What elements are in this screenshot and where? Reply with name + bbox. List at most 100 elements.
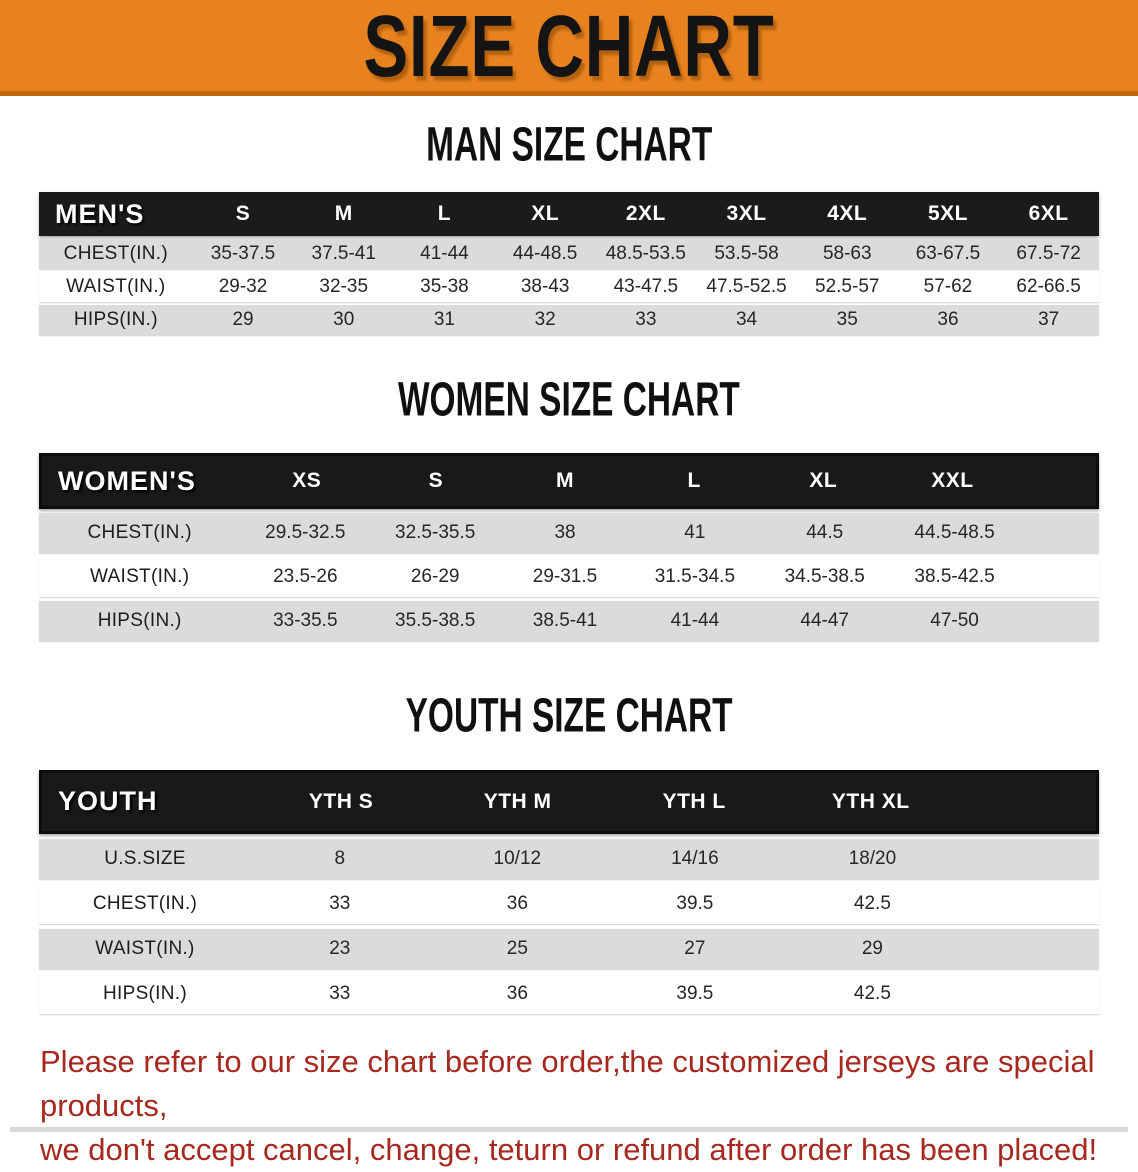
men-row-waist-in: WAIST(IN.) 29-32 32-35 35-38 38-43 43-47.5 47.… (39, 272, 1099, 303)
disclaimer-line-1: Please refer to our size chart before or… (40, 1043, 1095, 1123)
men-header-label: MEN'S (55, 198, 145, 229)
youth-cell-waist-in-yth-xl: 29 (861, 937, 883, 959)
men-cell-chest-in-6xl: 67.5-72 (1016, 243, 1081, 265)
men-row-label-chest-in: CHEST(IN.) (63, 243, 168, 265)
banner-title: SIZE CHART (363, 0, 775, 95)
men-column-header-6xl: 6XL (1028, 202, 1069, 226)
men-cell-hips-in-m: 30 (333, 309, 355, 331)
women-column-header-l: L (687, 469, 701, 493)
men-row-hips-in: HIPS(IN.) 29 30 31 32 33 34 35 36 37 (39, 305, 1099, 336)
men-row-chest-in: CHEST(IN.) 35-37.5 37.5-41 41-44 44-48.5 48.5… (39, 239, 1099, 270)
men-cell-chest-in-3xl: 53.5-58 (714, 243, 779, 265)
men-column-header-3xl: 3XL (726, 202, 767, 226)
women-column-header-s: S (428, 469, 444, 493)
women-row-label-chest-in: CHEST(IN.) (87, 522, 192, 544)
women-column-header-xxl: XXL (931, 469, 974, 493)
youth-row-chest-in: CHEST(IN.) 33 36 39.5 42.5 (39, 883, 1099, 924)
men-cell-hips-in-2xl: 33 (635, 309, 657, 331)
men-cell-waist-in-l: 35-38 (420, 276, 469, 298)
women-column-header-xl: XL (809, 469, 838, 493)
youth-column-header-yth-xl: YTH XL (831, 789, 910, 813)
youth-cell-hips-in-yth-l: 39.5 (676, 982, 714, 1004)
men-cell-hips-in-5xl: 36 (937, 309, 959, 331)
women-section-title: WOMEN SIZE CHART (0, 372, 1138, 427)
women-cell-chest-in-m: 38 (554, 522, 576, 544)
youth-section-title-text: YOUTH SIZE CHART (405, 688, 733, 743)
youth-cell-u-s-size-yth-m: 10/12 (493, 847, 542, 869)
youth-cell-chest-in-yth-xl: 42.5 (853, 892, 891, 914)
men-column-header-m: M (334, 202, 353, 226)
men-cell-waist-in-5xl: 57-62 (923, 276, 973, 298)
men-column-header-2xl: 2XL (625, 202, 666, 226)
women-row-waist-in: WAIST(IN.) 23.5-26 26-29 29-31.5 31.5-34.5 34… (39, 557, 1099, 598)
youth-cell-u-s-size-yth-xl: 18/20 (848, 847, 897, 869)
size-tables: MAN SIZE CHART MEN'S S M L XL 2XL 3XL 4XL 5XL 6XL C… (0, 119, 1138, 1014)
disclaimer-line-2: we don't accept cancel, change, teturn o… (40, 1131, 1098, 1167)
men-cell-hips-in-6xl: 37 (1038, 309, 1060, 331)
youth-cell-hips-in-yth-m: 36 (506, 982, 528, 1004)
women-section-title-text: WOMEN SIZE CHART (398, 372, 740, 427)
women-size-section: WOMEN SIZE CHART WOMEN'S XS S M L XL XXL CHEST(I… (0, 372, 1138, 642)
youth-column-header-yth-m: YTH M (483, 789, 552, 813)
men-cell-waist-in-4xl: 52.5-57 (815, 276, 880, 298)
men-cell-waist-in-s: 29-32 (218, 276, 268, 298)
men-row-label-hips-in: HIPS(IN.) (73, 309, 158, 331)
women-cell-chest-in-xxl: 44.5-48.5 (914, 522, 995, 544)
women-column-header-m: M (556, 469, 575, 493)
youth-cell-hips-in-yth-xl: 42.5 (853, 982, 891, 1004)
women-cell-waist-in-xxl: 38.5-42.5 (914, 566, 995, 588)
women-size-table: WOMEN'S XS S M L XL XXL CHEST(IN.) 29.5-32.5 32.5… (39, 453, 1099, 642)
men-cell-waist-in-2xl: 43-47.5 (613, 276, 679, 298)
youth-cell-chest-in-yth-m: 36 (506, 892, 528, 914)
youth-cell-u-s-size-yth-l: 14/16 (671, 847, 719, 869)
men-row-label-waist-in: WAIST(IN.) (66, 276, 166, 298)
men-column-header-s: S (235, 202, 251, 226)
youth-section-title: YOUTH SIZE CHART (0, 688, 1138, 743)
men-cell-chest-in-4xl: 58-63 (822, 243, 872, 265)
men-cell-chest-in-5xl: 63-67.5 (915, 243, 981, 265)
youth-cell-waist-in-yth-l: 27 (684, 937, 706, 959)
men-cell-waist-in-3xl: 47.5-52.5 (706, 276, 787, 298)
men-table-header-row: MEN'S S M L XL 2XL 3XL 4XL 5XL 6XL (39, 192, 1099, 237)
men-cell-chest-in-l: 41-44 (420, 243, 469, 265)
youth-cell-chest-in-yth-s: 33 (329, 892, 351, 914)
youth-row-waist-in: WAIST(IN.) 23 25 27 29 (39, 928, 1099, 969)
youth-cell-u-s-size-yth-s: 8 (334, 847, 346, 869)
youth-size-section: YOUTH SIZE CHART YOUTH YTH S YTH M YTH L YTH … (0, 688, 1138, 1014)
men-section-title: MAN SIZE CHART (0, 119, 1138, 170)
women-cell-hips-in-m: 38.5-41 (532, 610, 598, 632)
women-cell-waist-in-m: 29-31.5 (532, 566, 598, 588)
women-cell-chest-in-xs: 29.5-32.5 (265, 522, 346, 544)
men-size-table: MEN'S S M L XL 2XL 3XL 4XL 5XL 6XL CHEST(IN.) 35-37… (39, 192, 1099, 336)
women-cell-chest-in-s: 32.5-35.5 (395, 522, 476, 544)
women-row-chest-in: CHEST(IN.) 29.5-32.5 32.5-35.5 38 41 44.5 44.5… (39, 513, 1099, 554)
women-cell-waist-in-xl: 34.5-38.5 (784, 566, 865, 588)
youth-row-hips-in: HIPS(IN.) 33 36 39.5 42.5 (39, 973, 1099, 1014)
bottom-edge-divider (10, 1127, 1128, 1132)
men-cell-waist-in-6xl: 62-66.5 (1016, 276, 1081, 298)
youth-cell-waist-in-yth-s: 23 (329, 937, 351, 959)
men-cell-chest-in-2xl: 48.5-53.5 (605, 243, 686, 265)
women-row-label-waist-in: WAIST(IN.) (89, 566, 190, 588)
women-table-header-row: WOMEN'S XS S M L XL XXL (39, 453, 1099, 510)
men-column-header-xl: XL (531, 202, 560, 226)
youth-table-header-row: YOUTH YTH S YTH M YTH L YTH XL (39, 769, 1099, 834)
men-cell-hips-in-s: 29 (232, 309, 254, 331)
women-column-header-xs: XS (292, 469, 322, 493)
men-size-section: MAN SIZE CHART MEN'S S M L XL 2XL 3XL 4XL 5XL 6XL C… (0, 119, 1138, 336)
disclaimer-text: Please refer to our size chart before or… (40, 1040, 1098, 1172)
women-cell-hips-in-s: 35.5-38.5 (395, 610, 476, 632)
youth-row-label-waist-in: WAIST(IN.) (95, 937, 195, 959)
men-cell-hips-in-xl: 32 (534, 309, 556, 331)
men-cell-hips-in-3xl: 34 (735, 309, 758, 331)
women-cell-hips-in-l: 41-44 (670, 610, 720, 632)
women-cell-hips-in-xs: 33-35.5 (273, 610, 338, 632)
youth-row-label-u-s-size: U.S.SIZE (104, 847, 186, 869)
women-header-label: WOMEN'S (58, 465, 196, 496)
women-cell-hips-in-xxl: 47-50 (930, 610, 979, 632)
youth-header-label: YOUTH (58, 786, 158, 817)
women-cell-chest-in-l: 41 (684, 522, 706, 544)
men-cell-hips-in-4xl: 35 (836, 309, 858, 331)
women-row-label-hips-in: HIPS(IN.) (97, 610, 182, 632)
men-cell-hips-in-l: 31 (433, 309, 455, 331)
